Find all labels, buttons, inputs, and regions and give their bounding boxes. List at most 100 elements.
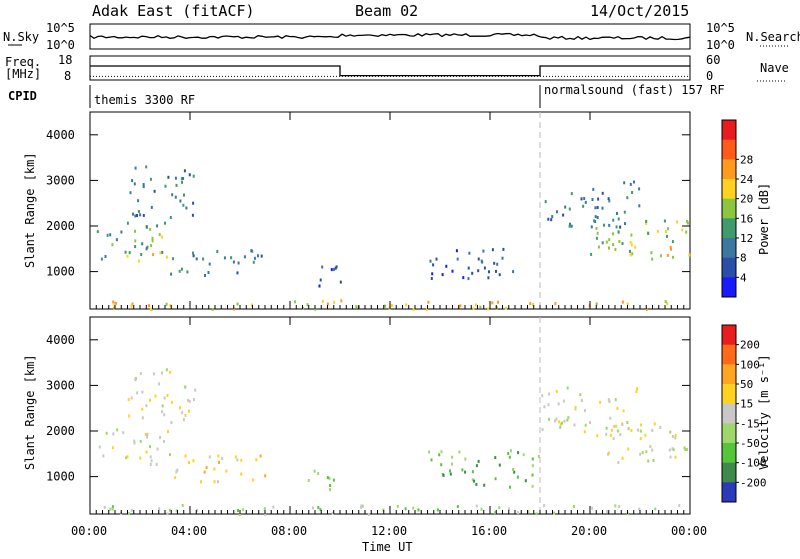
colorbar-tick-label: 200	[740, 339, 760, 352]
scatter-cell	[111, 507, 114, 511]
scatter-cell	[151, 239, 154, 243]
scatter-cell	[314, 307, 317, 311]
scatter-cell	[174, 176, 177, 180]
scatter-cell	[627, 427, 630, 431]
y-tick-label: 2000	[46, 424, 75, 438]
scatter-cell	[188, 173, 191, 177]
scatter-cell	[626, 302, 629, 306]
scatter-cell	[156, 224, 159, 228]
scatter-cell	[192, 201, 195, 205]
colorbar-tick-label: 24	[740, 173, 754, 186]
cpid-label: CPID	[8, 89, 37, 103]
velocity-scatter	[98, 317, 688, 517]
scatter-cell	[140, 253, 143, 256]
scatter-cell	[139, 456, 142, 460]
scatter-cell	[676, 220, 679, 224]
scatter-cell	[141, 242, 144, 246]
scatter-cell	[339, 280, 342, 284]
scatter-cell	[139, 213, 142, 217]
scatter-cell	[597, 197, 600, 201]
scatter-cell	[166, 512, 169, 516]
date-label: 14/Oct/2015	[590, 2, 689, 20]
x-tick-label: 00:00	[71, 524, 107, 538]
scatter-cell	[678, 504, 681, 508]
scatter-region	[96, 221, 166, 261]
scatter-cell	[136, 214, 138, 217]
noise-tick-left-bottom: 10^0	[46, 38, 75, 52]
scatter-cell	[461, 468, 464, 472]
x-axis-label: Time UT	[362, 540, 413, 554]
scatter-cell	[272, 505, 275, 509]
scatter-cell	[651, 257, 654, 261]
scatter-cell	[128, 251, 131, 255]
scatter-cell	[498, 273, 501, 277]
scatter-cell	[626, 421, 629, 424]
scatter-cell	[584, 409, 586, 413]
scatter-cell	[553, 511, 555, 515]
scatter-cell	[116, 428, 119, 432]
scatter-cell	[477, 269, 480, 273]
scatter-cell	[125, 456, 128, 460]
scatter-cell	[479, 305, 482, 309]
scatter-cell	[142, 213, 145, 217]
colorbar-swatch	[722, 238, 736, 259]
scatter-cell	[583, 197, 586, 200]
scatter-cell	[592, 187, 595, 191]
scatter-cell	[621, 423, 624, 426]
scatter-cell	[133, 441, 136, 445]
scatter-cell	[495, 269, 497, 273]
scatter-cell	[111, 505, 114, 509]
scatter-cell	[498, 463, 501, 467]
scatter-cell	[156, 447, 159, 451]
scatter-cell	[475, 482, 478, 486]
scatter-cell	[551, 215, 554, 219]
scatter-cell	[430, 277, 433, 280]
scatter-cell	[516, 475, 519, 479]
scatter-cell	[106, 233, 109, 237]
colorbar-tick-label: 16	[740, 212, 753, 225]
scatter-cell	[666, 253, 669, 257]
scatter-cell	[243, 255, 246, 259]
colorbar-swatch	[722, 198, 736, 219]
nave-label: Nave	[760, 61, 789, 75]
scatter-cell	[669, 455, 672, 459]
scatter-cell	[487, 307, 490, 311]
scatter-cell	[429, 259, 432, 263]
scatter-cell	[547, 217, 550, 221]
scatter-cell	[501, 256, 504, 260]
scatter-cell	[467, 266, 470, 270]
scatter-cell	[213, 467, 216, 471]
scatter-cell	[653, 422, 656, 426]
scatter-cell	[208, 262, 211, 266]
scatter-region	[428, 449, 540, 489]
colorbar-tick-label: 15	[740, 398, 753, 411]
scatter-cell	[456, 505, 459, 509]
scatter-cell	[522, 453, 525, 457]
scatter-region	[596, 422, 688, 465]
scatter-cell	[559, 425, 562, 429]
scatter-cell	[150, 459, 153, 463]
scatter-cell	[167, 175, 170, 179]
scatter-cell	[459, 304, 462, 308]
scatter-cell	[180, 177, 183, 181]
scatter-cell	[141, 407, 144, 411]
noise-tick-right-bottom: 10^0	[706, 38, 735, 52]
scatter-cell	[183, 169, 186, 173]
scatter-cell	[307, 479, 310, 482]
scatter-cell	[145, 450, 148, 454]
scatter-cell	[670, 247, 672, 251]
scatter-cell	[331, 511, 334, 515]
nsky-label: N.Sky	[3, 30, 39, 44]
x-tick-label: 08:00	[271, 524, 307, 538]
scatter-cell	[200, 480, 202, 484]
scatter-cell	[498, 506, 501, 510]
scatter-cell	[182, 203, 185, 207]
scatter-cell	[608, 223, 611, 227]
scatter-cell	[550, 218, 553, 222]
scatter-cell	[317, 506, 320, 509]
scatter-cell	[601, 206, 604, 210]
scatter-cell	[242, 508, 245, 512]
scatter-region	[541, 386, 639, 434]
scatter-cell	[634, 245, 637, 249]
power-y-label: Slant Range [km]	[23, 152, 37, 268]
